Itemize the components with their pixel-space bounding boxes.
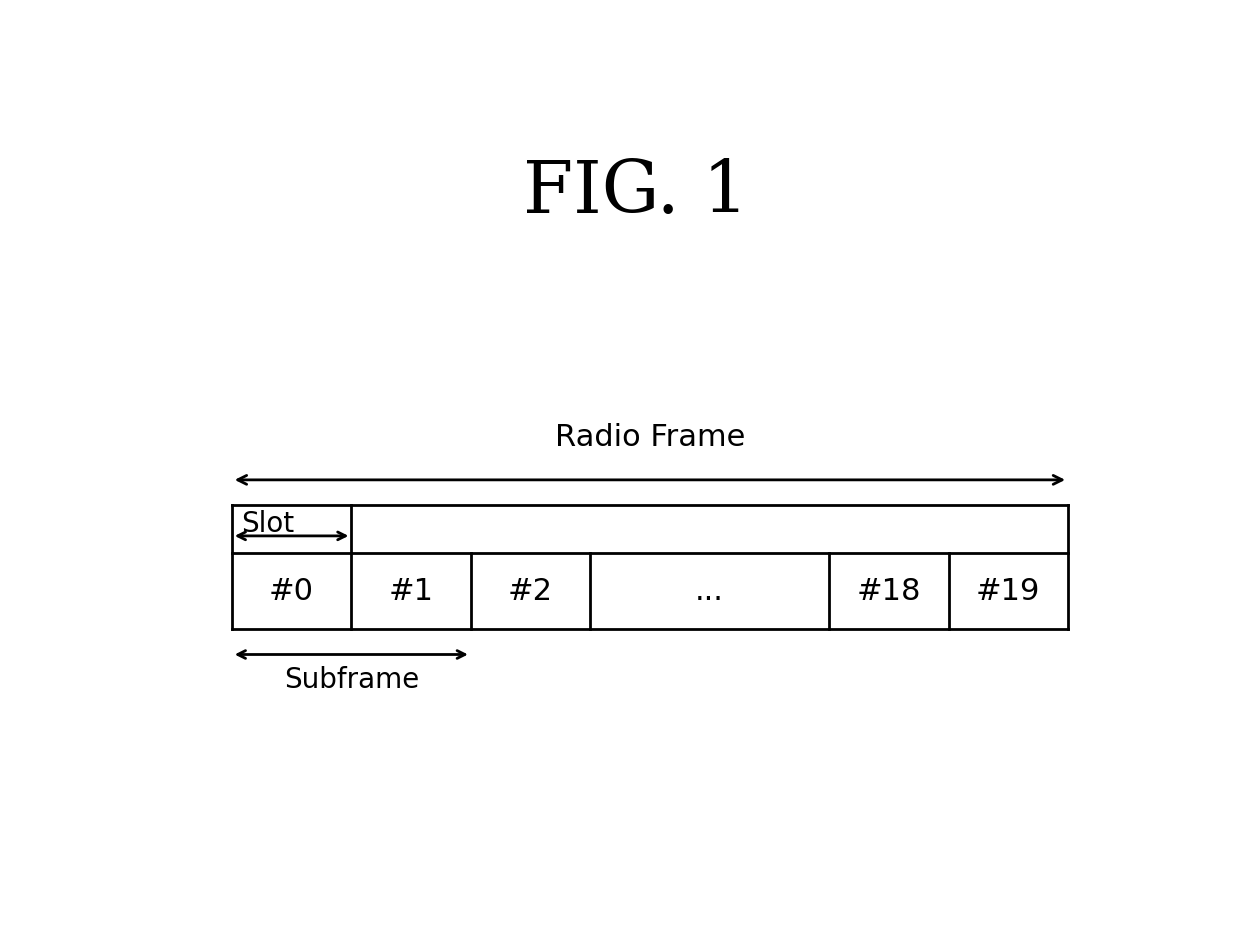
FancyArrowPatch shape (238, 651, 465, 659)
Text: #2: #2 (508, 577, 553, 606)
FancyArrowPatch shape (238, 532, 346, 540)
Text: Radio Frame: Radio Frame (554, 422, 745, 451)
Text: Subframe: Subframe (284, 666, 419, 694)
Text: Slot: Slot (242, 510, 295, 537)
Text: #1: #1 (388, 577, 434, 606)
FancyArrowPatch shape (238, 476, 1063, 485)
Text: ...: ... (696, 577, 724, 606)
Text: #0: #0 (269, 577, 314, 606)
Text: #19: #19 (976, 577, 1040, 606)
Text: #18: #18 (857, 577, 921, 606)
Text: FIG. 1: FIG. 1 (523, 157, 748, 228)
